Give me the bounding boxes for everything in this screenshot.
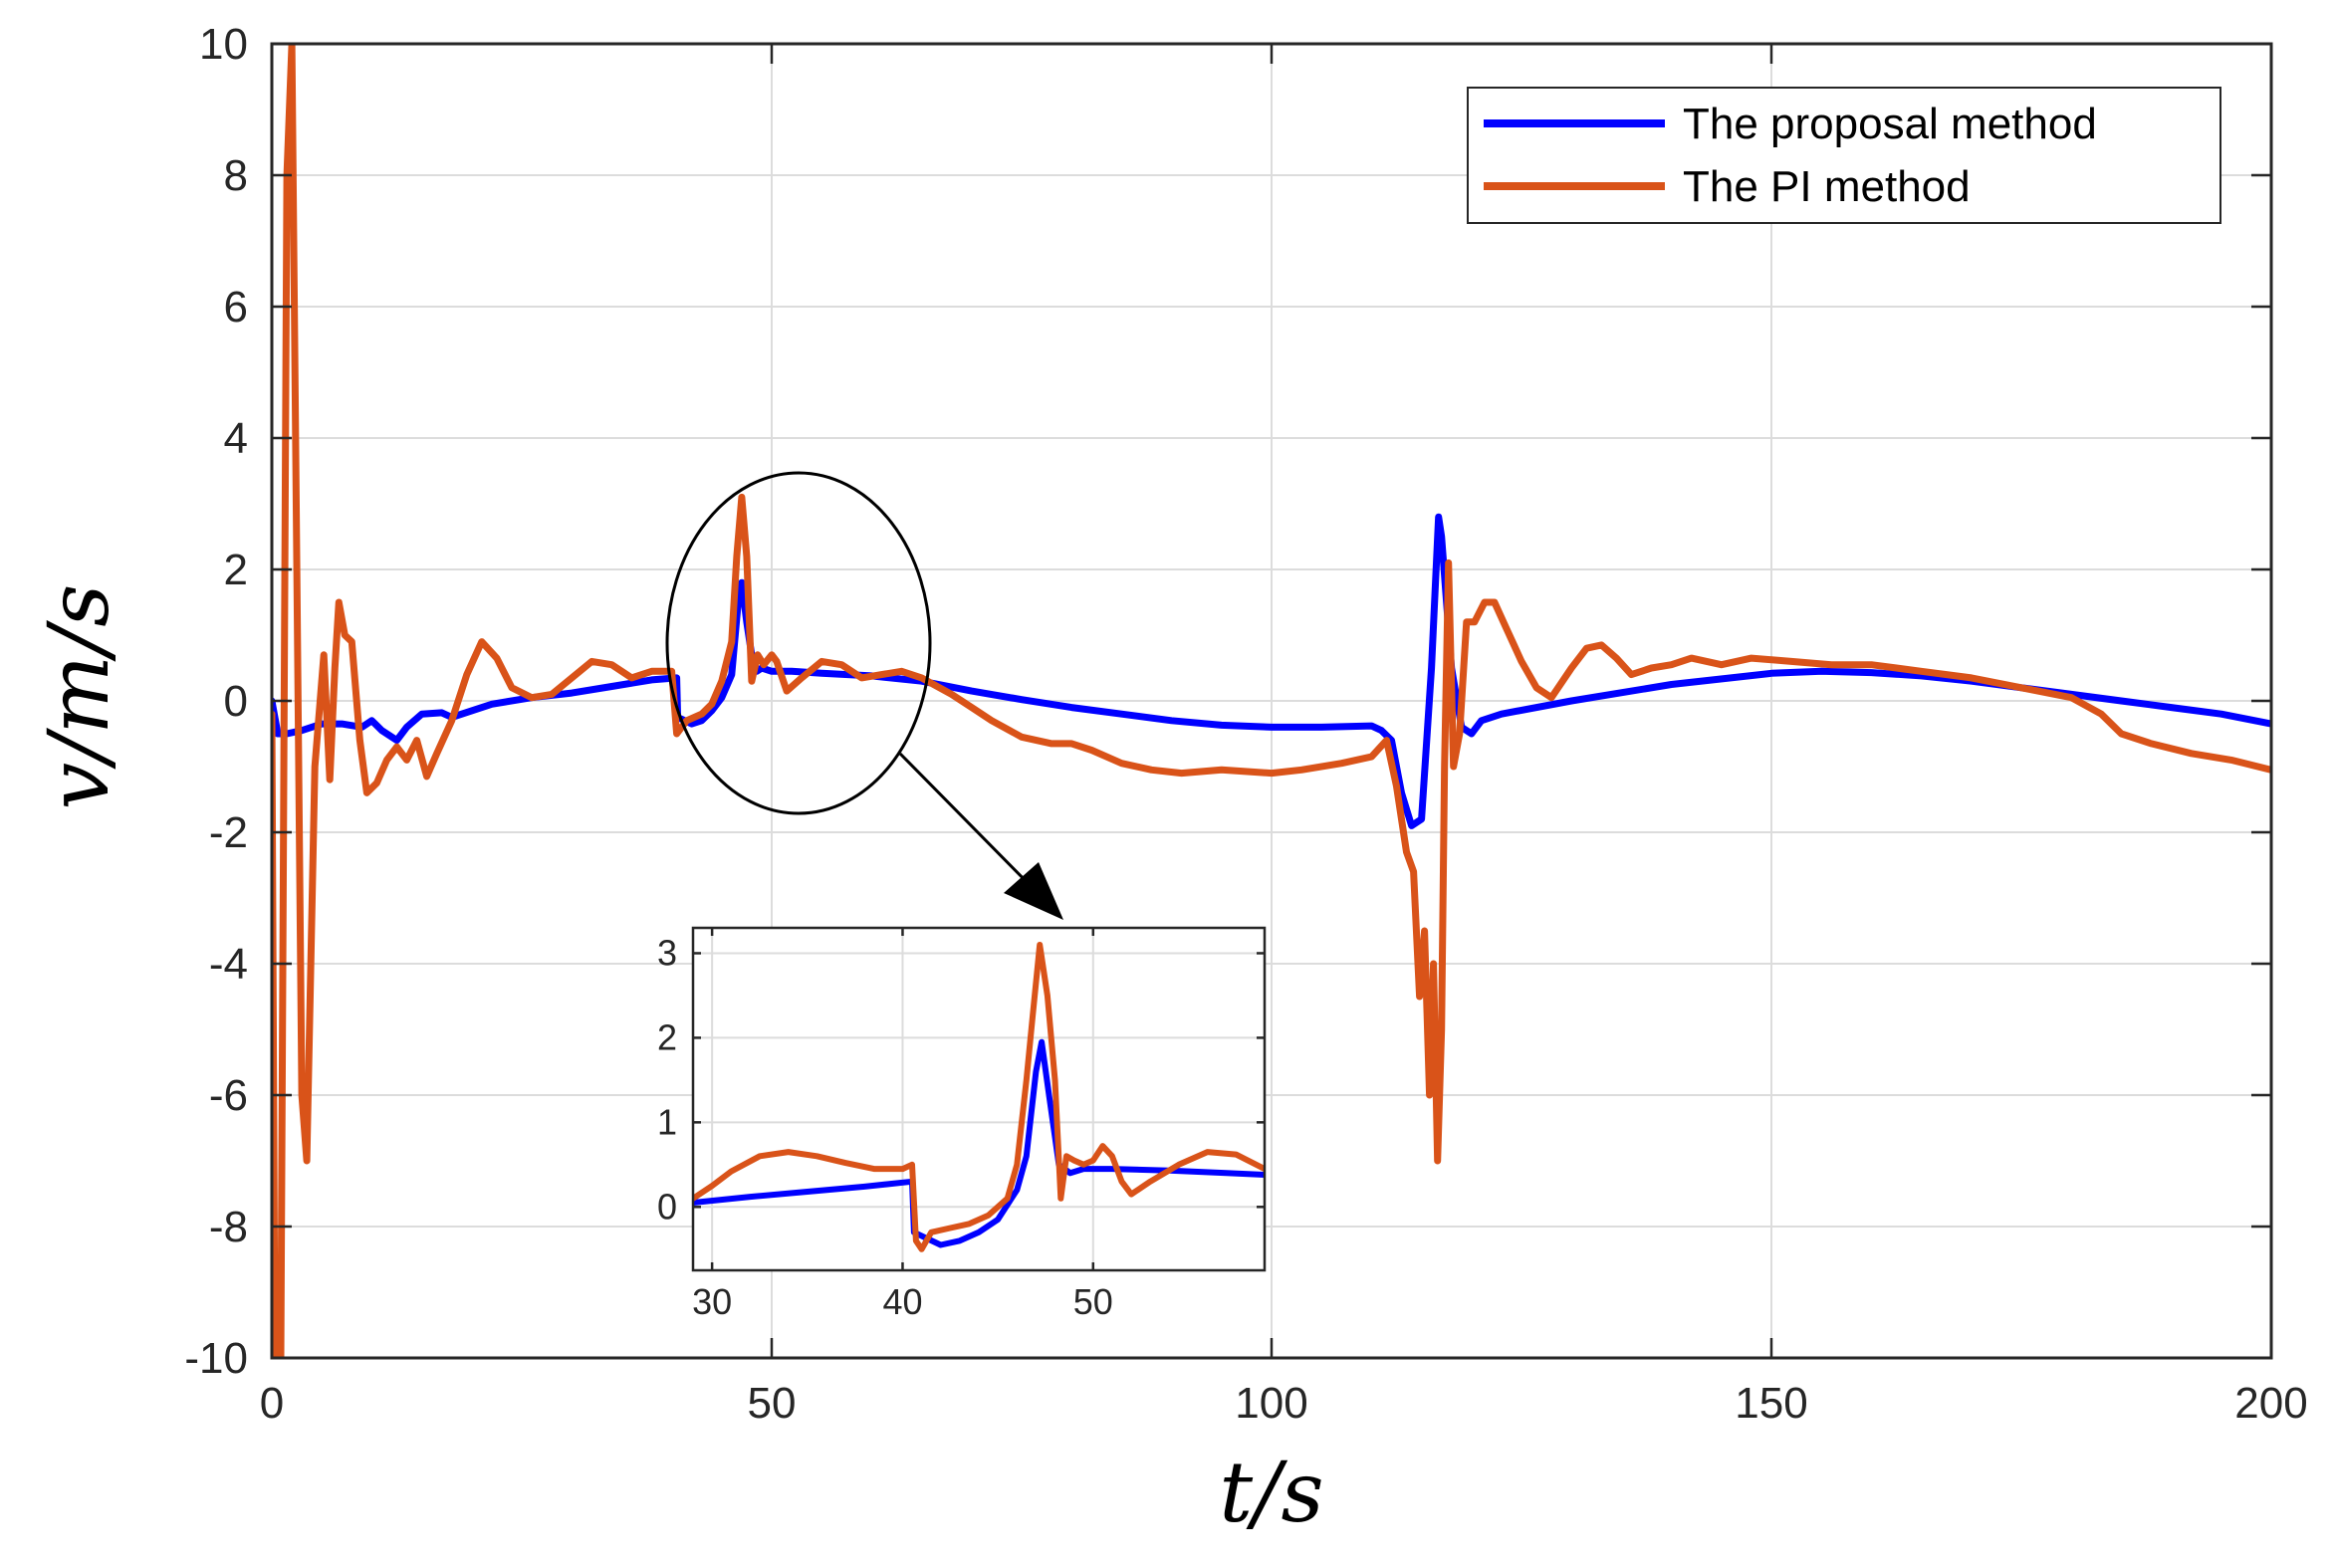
main-plot-area xyxy=(272,44,2271,1358)
zoom-ellipse xyxy=(665,471,932,815)
inset-grid xyxy=(693,928,1265,1270)
x-tick-label: 200 xyxy=(2234,1379,2307,1428)
series-line-proposal xyxy=(272,513,2271,829)
inset-background xyxy=(693,928,1265,1270)
inset-y-tick-label: 0 xyxy=(657,1186,677,1227)
inset-x-tick-label: 30 xyxy=(692,1281,732,1322)
y-tick-label: -10 xyxy=(184,1334,248,1383)
series-line-pi xyxy=(272,44,2271,1358)
y-tick-label: 2 xyxy=(224,546,248,594)
y-tick-label: -6 xyxy=(209,1071,248,1120)
y-tick-label: 6 xyxy=(224,283,248,332)
y-tick-label: -4 xyxy=(209,940,248,989)
zoom-arrow-head xyxy=(1004,862,1063,920)
inset-y-tick-label: 3 xyxy=(657,932,677,973)
inset-ticks: 30 40 50 0 1 2 3 xyxy=(657,928,1265,1322)
inset-x-tick-label: 40 xyxy=(882,1281,922,1322)
legend: The proposal method The PI method xyxy=(1467,87,2221,224)
legend-label-pi: The PI method xyxy=(1683,162,1971,211)
y-tick-label: -8 xyxy=(209,1203,248,1251)
x-tick-label: 100 xyxy=(1235,1379,1307,1428)
y-tick-label: 8 xyxy=(224,151,248,200)
inset-y-tick-label: 1 xyxy=(657,1101,677,1142)
inset-axes-box xyxy=(691,926,1267,1272)
inset-x-tick-label: 50 xyxy=(1073,1281,1113,1322)
y-tick-label: -2 xyxy=(209,808,248,857)
legend-label-proposal: The proposal method xyxy=(1683,100,2097,148)
x-tick-label: 0 xyxy=(260,1379,284,1428)
inset-y-tick-label: 2 xyxy=(657,1016,677,1057)
inset-plot-area xyxy=(693,942,1265,1252)
inset-series-line-proposal xyxy=(693,1038,1265,1248)
y-tick-label: 4 xyxy=(224,414,248,463)
inset-series-line-pi xyxy=(693,942,1265,1252)
x-axis-title: t/s xyxy=(1219,1444,1323,1541)
y-tick-label: 10 xyxy=(199,20,248,69)
x-tick-label: 150 xyxy=(1735,1379,1807,1428)
zoom-arrow-line xyxy=(898,752,1043,898)
y-axis-title: v/m/s xyxy=(30,584,127,810)
legend-box xyxy=(1467,87,2221,224)
x-tick-label: 50 xyxy=(748,1379,797,1428)
y-tick-label: 0 xyxy=(224,677,248,726)
